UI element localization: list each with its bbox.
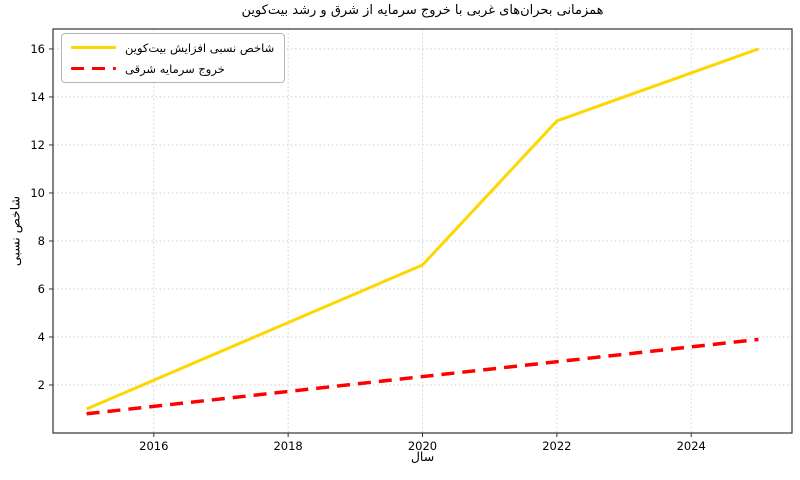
x-axis-label: سال (410, 449, 435, 464)
y-tick-label: 14 (30, 90, 45, 104)
y-tick-label: 2 (38, 378, 45, 392)
legend-item-capital-outflow: خروج سرمایه شرقی (71, 60, 274, 77)
x-tick-label: 2024 (677, 439, 706, 453)
legend-line-sample-solid (71, 45, 116, 50)
legend: شاخص نسبی افزایش بیت‌کوین خروج سرمایه شر… (61, 33, 286, 83)
series-line-1 (86, 337, 759, 416)
y-axis-label: شاخص نسبی (7, 195, 23, 267)
x-tick-label: 2016 (139, 439, 168, 453)
legend-label: خروج سرمایه شرقی (125, 61, 225, 76)
y-tick-label: 10 (30, 186, 45, 200)
x-tick-label: 2020 (408, 439, 437, 453)
chart-title: همزمانی بحران‌های غربی با خروج سرمایه از… (241, 3, 604, 18)
y-tick-label: 8 (38, 234, 45, 248)
legend-label: شاخص نسبی افزایش بیت‌کوین (125, 40, 275, 55)
y-tick-label: 4 (38, 330, 45, 344)
legend-line-sample-dashed (71, 66, 116, 71)
y-tick-label: 16 (30, 42, 45, 56)
x-tick-label: 2022 (542, 439, 571, 453)
series-line-0 (86, 47, 759, 411)
plot-border (52, 28, 793, 434)
y-tick-label: 12 (30, 138, 45, 152)
legend-item-bitcoin-index: شاخص نسبی افزایش بیت‌کوین (71, 39, 274, 56)
x-tick-label: 2018 (273, 439, 302, 453)
y-tick-label: 6 (38, 282, 45, 296)
